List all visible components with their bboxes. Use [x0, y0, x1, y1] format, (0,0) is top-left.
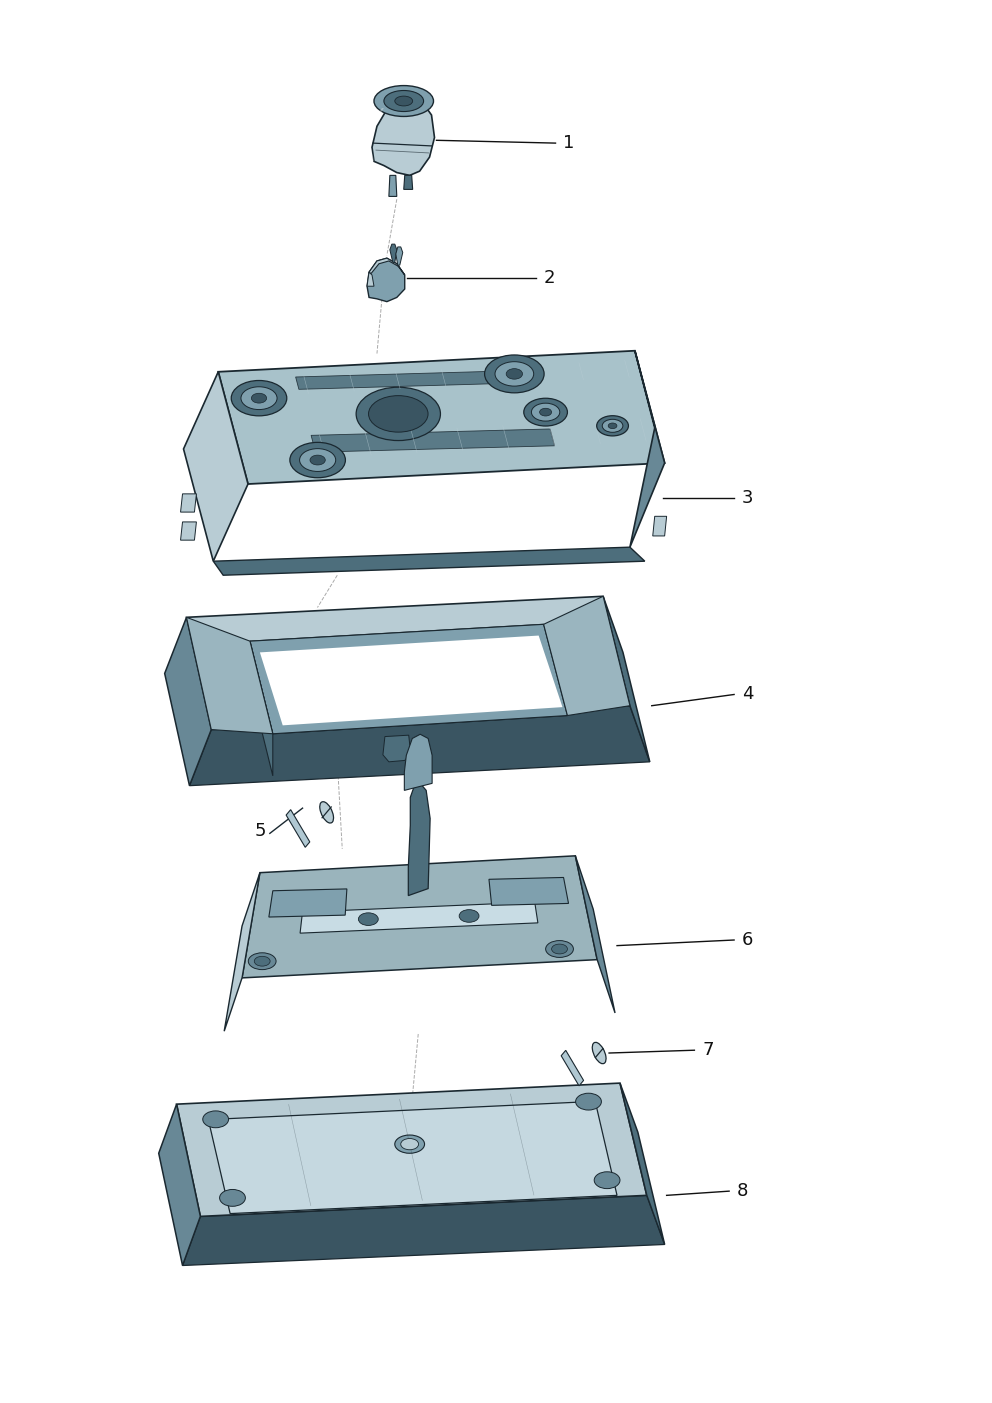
Ellipse shape [532, 403, 559, 421]
Ellipse shape [358, 913, 378, 926]
Polygon shape [250, 624, 567, 734]
Polygon shape [311, 429, 555, 452]
Polygon shape [389, 175, 397, 196]
Ellipse shape [356, 387, 440, 441]
Ellipse shape [395, 1135, 425, 1153]
Ellipse shape [575, 1093, 601, 1110]
Ellipse shape [401, 1139, 419, 1150]
Polygon shape [165, 617, 211, 786]
Polygon shape [620, 1083, 665, 1244]
Polygon shape [368, 108, 384, 161]
Ellipse shape [597, 415, 629, 436]
Polygon shape [561, 1051, 583, 1086]
Text: 1: 1 [563, 135, 574, 152]
Ellipse shape [319, 801, 333, 824]
Polygon shape [181, 494, 196, 512]
Ellipse shape [374, 86, 434, 116]
Polygon shape [208, 1101, 617, 1214]
Polygon shape [250, 641, 273, 776]
Polygon shape [224, 873, 260, 1031]
Polygon shape [396, 247, 403, 265]
Ellipse shape [594, 1172, 620, 1188]
Polygon shape [269, 890, 347, 918]
Ellipse shape [602, 419, 623, 432]
Polygon shape [184, 372, 248, 561]
Text: 3: 3 [742, 490, 754, 506]
Ellipse shape [202, 1111, 228, 1128]
Polygon shape [409, 783, 431, 895]
Polygon shape [242, 856, 597, 978]
Ellipse shape [506, 369, 523, 379]
Polygon shape [186, 617, 273, 734]
Ellipse shape [546, 940, 573, 957]
Text: 6: 6 [742, 932, 753, 948]
Ellipse shape [290, 442, 345, 477]
Polygon shape [181, 522, 196, 540]
Ellipse shape [310, 455, 325, 464]
Polygon shape [186, 596, 630, 730]
Polygon shape [405, 734, 433, 790]
Polygon shape [630, 351, 665, 547]
Polygon shape [390, 244, 397, 262]
Polygon shape [603, 596, 650, 762]
Polygon shape [369, 258, 405, 275]
Polygon shape [404, 175, 413, 189]
Ellipse shape [459, 909, 479, 922]
Polygon shape [177, 1083, 647, 1216]
Polygon shape [575, 856, 615, 1013]
Ellipse shape [484, 355, 545, 393]
Ellipse shape [251, 393, 267, 403]
Polygon shape [183, 1195, 665, 1266]
Text: 5: 5 [254, 822, 266, 839]
Polygon shape [367, 258, 405, 302]
Ellipse shape [300, 449, 335, 471]
Ellipse shape [369, 396, 429, 432]
Ellipse shape [495, 362, 534, 386]
Polygon shape [250, 624, 567, 734]
Polygon shape [544, 596, 630, 716]
Polygon shape [489, 877, 568, 905]
Polygon shape [383, 735, 411, 762]
Polygon shape [300, 902, 538, 933]
Polygon shape [367, 272, 374, 286]
Polygon shape [286, 810, 310, 847]
Ellipse shape [241, 387, 277, 410]
Polygon shape [260, 636, 562, 725]
Polygon shape [159, 1104, 200, 1266]
Ellipse shape [608, 424, 617, 429]
Text: 7: 7 [702, 1041, 714, 1059]
Polygon shape [653, 516, 667, 536]
Text: 4: 4 [742, 686, 754, 703]
Polygon shape [296, 370, 509, 389]
Polygon shape [213, 547, 645, 575]
Text: 2: 2 [544, 269, 556, 286]
Ellipse shape [231, 380, 287, 415]
Ellipse shape [395, 95, 413, 107]
Polygon shape [372, 95, 434, 175]
Ellipse shape [540, 408, 552, 417]
Ellipse shape [254, 957, 270, 967]
Ellipse shape [524, 398, 567, 427]
Ellipse shape [552, 944, 567, 954]
Ellipse shape [592, 1042, 606, 1063]
Ellipse shape [219, 1190, 245, 1207]
Polygon shape [189, 706, 650, 786]
Text: 8: 8 [737, 1183, 748, 1200]
Polygon shape [218, 351, 665, 484]
Ellipse shape [384, 90, 424, 112]
Ellipse shape [248, 953, 276, 969]
